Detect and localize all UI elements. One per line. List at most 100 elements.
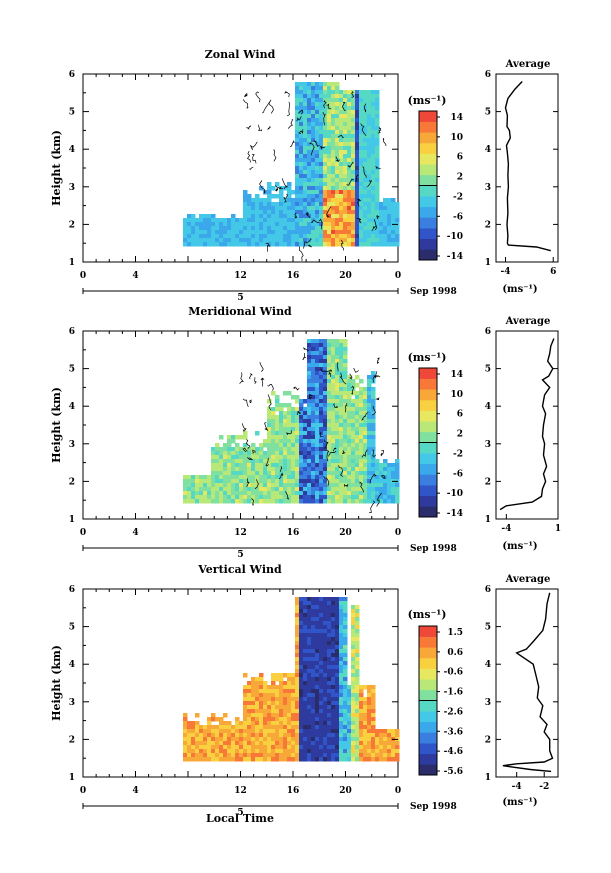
heatmap-cell: [235, 491, 240, 496]
heatmap-cell: [395, 757, 400, 762]
heatmap-cell: [343, 447, 348, 452]
heatmap-cell: [267, 182, 272, 187]
heatmap-cell: [327, 713, 332, 718]
heatmap-cell: [379, 218, 384, 223]
heatmap-cell: [363, 166, 368, 171]
heatmap-cell: [247, 471, 252, 476]
heatmap-cell: [299, 729, 304, 734]
heatmap-cell: [395, 729, 400, 734]
heatmap-cell: [291, 431, 296, 436]
heatmap-cell: [215, 737, 220, 742]
heatmap-cell: [359, 487, 364, 492]
heatmap-cell: [391, 218, 396, 223]
heatmap-cell: [367, 138, 372, 143]
heatmap-cell: [331, 661, 336, 666]
heatmap-cell: [271, 475, 276, 480]
contour-line: [251, 498, 254, 506]
heatmap-cell: [283, 447, 288, 452]
heatmap-cell: [387, 214, 392, 219]
heatmap-cell: [191, 218, 196, 223]
heatmap-cell: [303, 657, 308, 662]
heatmap-cell: [235, 733, 240, 738]
heatmap-cell: [307, 713, 312, 718]
heatmap-cell: [295, 94, 300, 99]
heatmap-cell: [335, 605, 340, 610]
heatmap-cell: [303, 483, 308, 488]
heatmap-cell: [275, 206, 280, 211]
heatmap-cell: [263, 234, 268, 239]
heatmap-cell: [335, 717, 340, 722]
heatmap-cell: [211, 222, 216, 227]
heatmap-cell: [347, 443, 352, 448]
heatmap-cell: [299, 689, 304, 694]
heatmap-cell: [307, 693, 312, 698]
heatmap-cell: [331, 653, 336, 658]
heatmap-cell: [291, 238, 296, 243]
unit-label: (ms⁻¹): [408, 94, 447, 107]
heatmap-cell: [271, 186, 276, 191]
heatmap-cell: [215, 451, 220, 456]
heatmap-cell: [339, 94, 344, 99]
heatmap-cell: [339, 713, 344, 718]
heatmap-cell: [227, 499, 232, 504]
heatmap-cell: [279, 741, 284, 746]
heatmap-cell: [211, 447, 216, 452]
y-tick-label: 4: [69, 660, 75, 670]
heatmap-cell: [191, 475, 196, 480]
heatmap-cell: [271, 407, 276, 412]
heatmap-cell: [311, 371, 316, 376]
heatmap-cell: [359, 134, 364, 139]
heatmap-cell: [347, 697, 352, 702]
heatmap-cell: [335, 451, 340, 456]
heatmap-cell: [323, 701, 328, 706]
heatmap-cell: [323, 226, 328, 231]
heatmap-cell: [299, 170, 304, 175]
x-tick-label: 4: [132, 786, 138, 796]
heatmap-cell: [259, 218, 264, 223]
heatmap-cell: [291, 471, 296, 476]
heatmap-cell: [219, 733, 224, 738]
heatmap-cell: [319, 701, 324, 706]
heatmap-cell: [295, 407, 300, 412]
heatmap-cell: [323, 118, 328, 123]
contour-line: [364, 103, 367, 113]
heatmap-cell: [319, 725, 324, 730]
heatmap-cell: [331, 162, 336, 167]
heatmap-cell: [375, 483, 380, 488]
average-frame: [495, 330, 559, 520]
heatmap-cell: [219, 729, 224, 734]
heatmap-cell: [383, 745, 388, 750]
heatmap-cell: [195, 487, 200, 492]
heatmap-cell: [327, 753, 332, 758]
heatmap-cell: [247, 226, 252, 231]
heatmap-cell: [247, 214, 252, 219]
heatmap-cell: [187, 749, 192, 754]
heatmap-cell: [251, 737, 256, 742]
heatmap-cell: [355, 431, 360, 436]
heatmap-cell: [283, 499, 288, 504]
heatmap-cell: [363, 713, 368, 718]
heatmap-cell: [287, 451, 292, 456]
heatmap-cell: [267, 190, 272, 195]
contour-line: [249, 399, 253, 404]
heatmap-cell: [227, 226, 232, 231]
heatmap-cell: [355, 625, 360, 630]
heatmap-cell: [251, 733, 256, 738]
heatmap-cell: [215, 443, 220, 448]
heatmap-cell: [379, 238, 384, 243]
heatmap-cell: [255, 741, 260, 746]
heatmap-cell: [295, 665, 300, 670]
heatmap-cell: [299, 681, 304, 686]
heatmap-cell: [267, 491, 272, 496]
average-y-tick-label: 4: [485, 145, 491, 155]
colorbar-swatch: [419, 389, 437, 401]
heatmap-cell: [331, 633, 336, 638]
heatmap-cell: [183, 479, 188, 484]
heatmap-cell: [367, 685, 372, 690]
heatmap-cell: [347, 178, 352, 183]
contour-line: [265, 457, 269, 467]
heatmap-cell: [299, 717, 304, 722]
heatmap-cell: [383, 230, 388, 235]
heatmap-cell: [355, 705, 360, 710]
heatmap-cell: [331, 439, 336, 444]
